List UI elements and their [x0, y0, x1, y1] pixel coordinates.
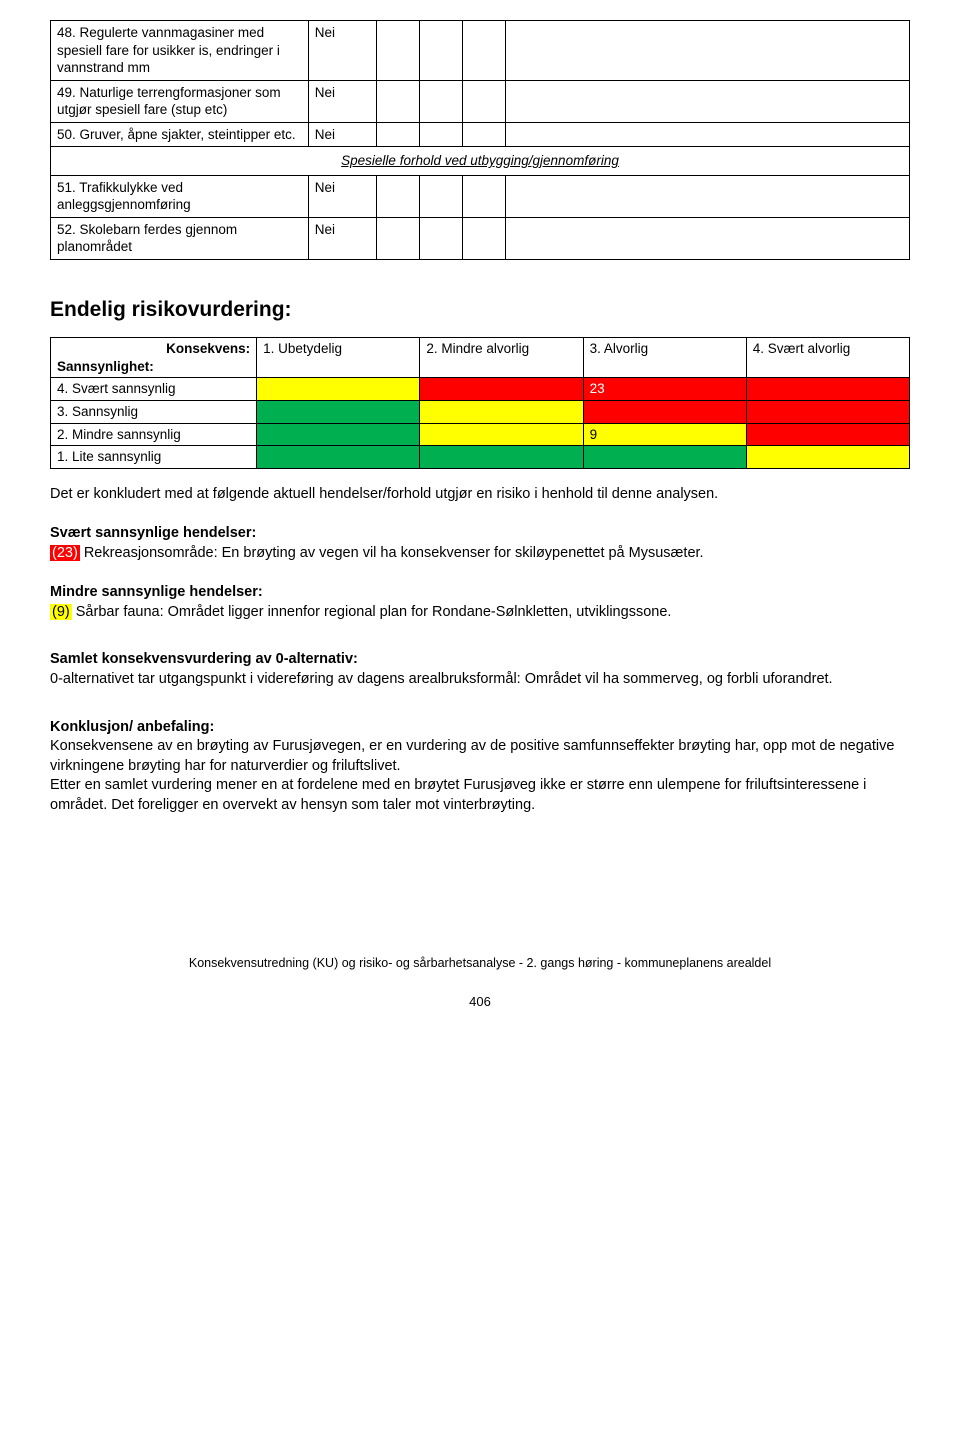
empty-cell	[420, 80, 463, 122]
matrix-row-label: 3. Sannsynlig	[51, 400, 257, 423]
empty-cell	[463, 21, 506, 81]
konkl-title: Konklusjon/ anbefaling:	[50, 719, 214, 735]
table-row: 48. Regulerte vannmagasiner med spesiell…	[51, 21, 910, 81]
samlet-block: Samlet konsekvensvurdering av 0-alternat…	[50, 650, 910, 689]
konkl-text-1: Konsekvensene av en brøyting av Furusjøv…	[50, 738, 894, 774]
matrix-row: 3. Sannsynlig	[51, 400, 910, 423]
table-row: 50. Gruver, åpne sjakter, steintipper et…	[51, 122, 910, 147]
matrix-cell	[257, 446, 420, 469]
matrix-cell	[583, 446, 746, 469]
sv-title: Svært sannsynlige hendelser:	[50, 524, 910, 544]
item-label: 52. Skolebarn ferdes gjennom planområdet	[51, 217, 309, 259]
samlet-text: 0-alternativet tar utgangspunkt i videre…	[50, 671, 833, 687]
matrix-cell	[257, 423, 420, 446]
matrix-cell	[257, 400, 420, 423]
empty-cell	[506, 122, 910, 147]
section-header: Spesielle forhold ved utbygging/gjennomf…	[51, 147, 910, 176]
matrix-cell	[746, 446, 909, 469]
risk-items-table: 48. Regulerte vannmagasiner med spesiell…	[50, 20, 910, 260]
matrix-row: 2. Mindre sannsynlig 9	[51, 423, 910, 446]
item-value: Nei	[308, 21, 377, 81]
matrix-cell	[420, 400, 583, 423]
matrix-corner: Konsekvens:Sannsynlighet:	[51, 338, 257, 378]
empty-cell	[420, 217, 463, 259]
matrix-col-header: 3. Alvorlig	[583, 338, 746, 378]
empty-cell	[506, 21, 910, 81]
matrix-cell: 9	[583, 423, 746, 446]
empty-cell	[463, 80, 506, 122]
table-row: 49. Naturlige terrengformasjoner som utg…	[51, 80, 910, 122]
item-label: 51. Trafikkulykke ved anleggsgjennomføri…	[51, 175, 309, 217]
item-value: Nei	[308, 175, 377, 217]
tag-9: (9)	[50, 604, 72, 620]
empty-cell	[463, 217, 506, 259]
empty-cell	[420, 21, 463, 81]
matrix-col-header: 2. Mindre alvorlig	[420, 338, 583, 378]
empty-cell	[506, 80, 910, 122]
empty-cell	[463, 175, 506, 217]
empty-cell	[377, 122, 420, 147]
matrix-row: 1. Lite sannsynlig	[51, 446, 910, 469]
matrix-cell	[420, 423, 583, 446]
main-heading: Endelig risikovurdering:	[50, 296, 910, 323]
item-value: Nei	[308, 217, 377, 259]
item-label: 50. Gruver, åpne sjakter, steintipper et…	[51, 122, 309, 147]
footer-text: Konsekvensutredning (KU) og risiko- og s…	[50, 955, 910, 971]
matrix-cell	[583, 400, 746, 423]
empty-cell	[420, 175, 463, 217]
matrix-cell	[746, 378, 909, 401]
risk-matrix-table: Konsekvens:Sannsynlighet:1. Ubetydelig2.…	[50, 337, 910, 468]
sv-text: Rekreasjonsområde: En brøyting av vegen …	[80, 545, 704, 561]
matrix-cell	[746, 423, 909, 446]
empty-cell	[463, 122, 506, 147]
tag-23: (23)	[50, 545, 80, 561]
empty-cell	[506, 217, 910, 259]
samlet-title: Samlet konsekvensvurdering av 0-alternat…	[50, 651, 358, 667]
matrix-row-label: 4. Svært sannsynlig	[51, 378, 257, 401]
matrix-cell	[420, 378, 583, 401]
page-number: 406	[50, 994, 910, 1011]
matrix-row-label: 1. Lite sannsynlig	[51, 446, 257, 469]
matrix-header-row: Konsekvens:Sannsynlighet:1. Ubetydelig2.…	[51, 338, 910, 378]
matrix-cell	[257, 378, 420, 401]
matrix-cell	[420, 446, 583, 469]
matrix-cell	[746, 400, 909, 423]
sv-line: (23) Rekreasjonsområde: En brøyting av v…	[50, 544, 910, 564]
item-label: 48. Regulerte vannmagasiner med spesiell…	[51, 21, 309, 81]
item-value: Nei	[308, 122, 377, 147]
empty-cell	[377, 175, 420, 217]
item-label: 49. Naturlige terrengformasjoner som utg…	[51, 80, 309, 122]
matrix-cell: 23	[583, 378, 746, 401]
empty-cell	[377, 21, 420, 81]
empty-cell	[377, 217, 420, 259]
matrix-row-label: 2. Mindre sannsynlig	[51, 423, 257, 446]
ms-line: (9) Sårbar fauna: Området ligger innenfo…	[50, 603, 910, 623]
empty-cell	[420, 122, 463, 147]
ms-title: Mindre sannsynlige hendelser:	[50, 583, 910, 603]
matrix-col-header: 1. Ubetydelig	[257, 338, 420, 378]
table-row: 52. Skolebarn ferdes gjennom planområdet…	[51, 217, 910, 259]
item-value: Nei	[308, 80, 377, 122]
matrix-col-header: 4. Svært alvorlig	[746, 338, 909, 378]
matrix-row: 4. Svært sannsynlig 23	[51, 378, 910, 401]
empty-cell	[506, 175, 910, 217]
table-row: 51. Trafikkulykke ved anleggsgjennomføri…	[51, 175, 910, 217]
konklusjon-block: Konklusjon/ anbefaling: Konsekvensene av…	[50, 718, 910, 816]
ms-text: Sårbar fauna: Området ligger innenfor re…	[72, 604, 672, 620]
intro-paragraph: Det er konkludert med at følgende aktuel…	[50, 485, 910, 505]
empty-cell	[377, 80, 420, 122]
konkl-text-2: Etter en samlet vurdering mener en at fo…	[50, 777, 866, 813]
